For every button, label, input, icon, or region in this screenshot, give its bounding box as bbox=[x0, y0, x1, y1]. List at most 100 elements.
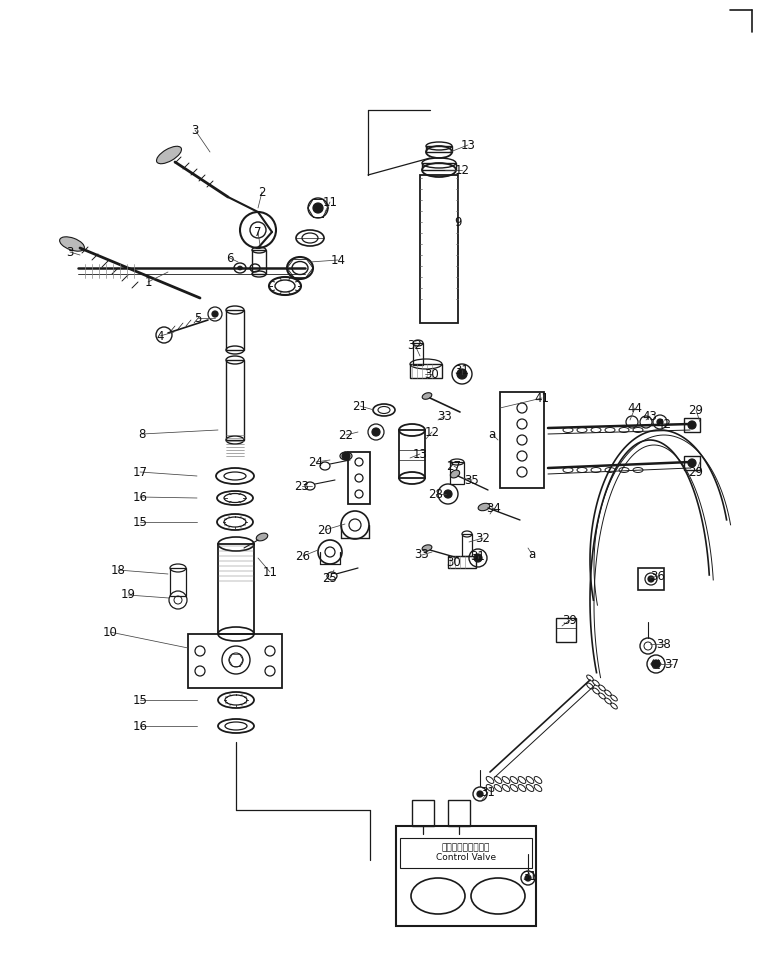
Circle shape bbox=[342, 452, 350, 460]
Bar bbox=[422, 163, 456, 170]
Text: 11: 11 bbox=[322, 195, 338, 209]
Bar bbox=[218, 544, 254, 634]
Ellipse shape bbox=[478, 503, 490, 511]
Circle shape bbox=[313, 203, 323, 213]
Bar bbox=[188, 634, 282, 688]
Circle shape bbox=[372, 428, 380, 436]
Text: 39: 39 bbox=[562, 614, 578, 626]
Text: 30: 30 bbox=[424, 367, 440, 381]
Text: 37: 37 bbox=[664, 657, 680, 671]
Text: 31: 31 bbox=[523, 869, 537, 883]
Text: 38: 38 bbox=[657, 638, 671, 651]
Text: 13: 13 bbox=[460, 139, 475, 151]
Text: 33: 33 bbox=[437, 410, 453, 422]
Bar bbox=[556, 618, 576, 642]
Text: a: a bbox=[528, 548, 536, 560]
Bar bbox=[420, 175, 458, 323]
Bar bbox=[448, 556, 476, 568]
Text: コントロールバルブ: コントロールバルブ bbox=[442, 844, 490, 853]
Bar bbox=[638, 568, 664, 590]
Text: 31: 31 bbox=[471, 550, 485, 562]
Bar bbox=[462, 534, 472, 556]
Text: 3: 3 bbox=[191, 123, 199, 137]
Text: 9: 9 bbox=[454, 216, 462, 228]
Text: 12: 12 bbox=[454, 163, 469, 177]
Text: 32: 32 bbox=[475, 531, 491, 545]
Text: 13: 13 bbox=[412, 448, 427, 460]
Circle shape bbox=[457, 369, 467, 379]
Text: 31: 31 bbox=[455, 363, 469, 377]
Text: 6: 6 bbox=[226, 251, 234, 264]
Bar bbox=[426, 146, 452, 152]
Text: 16: 16 bbox=[133, 490, 148, 504]
Text: 16: 16 bbox=[133, 720, 148, 732]
Text: 23: 23 bbox=[295, 480, 309, 492]
Bar bbox=[684, 456, 700, 470]
Bar bbox=[500, 392, 544, 488]
Circle shape bbox=[212, 311, 218, 317]
Text: 12: 12 bbox=[424, 425, 440, 439]
Text: 25: 25 bbox=[322, 572, 338, 585]
Circle shape bbox=[474, 554, 482, 562]
Text: 32: 32 bbox=[408, 339, 422, 352]
Text: 41: 41 bbox=[534, 391, 549, 405]
Bar bbox=[684, 418, 700, 432]
Text: 1: 1 bbox=[144, 276, 152, 288]
Circle shape bbox=[657, 419, 663, 425]
Bar bbox=[450, 462, 464, 484]
Bar bbox=[396, 826, 536, 926]
Text: 3: 3 bbox=[66, 246, 74, 258]
Text: 17: 17 bbox=[133, 465, 148, 479]
Bar bbox=[226, 310, 244, 350]
Ellipse shape bbox=[156, 147, 181, 164]
Text: 44: 44 bbox=[627, 401, 642, 415]
Bar bbox=[399, 430, 425, 478]
Text: 24: 24 bbox=[309, 455, 324, 468]
Circle shape bbox=[477, 791, 483, 797]
Bar bbox=[400, 838, 532, 868]
Circle shape bbox=[688, 421, 696, 429]
Text: 7: 7 bbox=[255, 225, 262, 239]
Ellipse shape bbox=[422, 392, 432, 399]
Text: 20: 20 bbox=[318, 523, 332, 537]
Ellipse shape bbox=[238, 266, 242, 270]
Text: 28: 28 bbox=[428, 487, 443, 500]
Text: 42: 42 bbox=[657, 418, 671, 430]
Text: 8: 8 bbox=[139, 427, 146, 441]
Circle shape bbox=[648, 576, 654, 582]
Text: 11: 11 bbox=[262, 565, 277, 579]
Text: 18: 18 bbox=[110, 563, 126, 577]
Ellipse shape bbox=[59, 237, 85, 251]
Text: 4: 4 bbox=[156, 329, 164, 343]
Circle shape bbox=[652, 660, 660, 668]
Ellipse shape bbox=[256, 533, 267, 541]
Text: 21: 21 bbox=[353, 399, 367, 413]
Bar bbox=[412, 800, 434, 826]
Text: 30: 30 bbox=[447, 555, 461, 568]
Text: 27: 27 bbox=[447, 459, 462, 473]
Text: 33: 33 bbox=[415, 549, 429, 561]
Text: Control Valve: Control Valve bbox=[436, 854, 496, 862]
Bar bbox=[226, 360, 244, 440]
Ellipse shape bbox=[450, 470, 459, 478]
Ellipse shape bbox=[422, 545, 432, 552]
Text: 2: 2 bbox=[258, 185, 266, 198]
Bar bbox=[413, 343, 423, 365]
Text: 43: 43 bbox=[642, 410, 658, 422]
Text: 29: 29 bbox=[689, 465, 703, 479]
Circle shape bbox=[688, 459, 696, 467]
Text: 5: 5 bbox=[194, 312, 202, 324]
Circle shape bbox=[444, 490, 452, 498]
Bar bbox=[410, 364, 442, 378]
Circle shape bbox=[525, 875, 531, 881]
Text: 22: 22 bbox=[338, 428, 354, 442]
Text: 31: 31 bbox=[481, 786, 495, 798]
Text: a: a bbox=[488, 427, 495, 441]
Text: 19: 19 bbox=[120, 588, 136, 601]
Text: 26: 26 bbox=[296, 550, 310, 562]
Text: 36: 36 bbox=[651, 570, 665, 583]
Text: 35: 35 bbox=[465, 474, 479, 486]
Text: 34: 34 bbox=[487, 501, 501, 515]
Bar bbox=[448, 800, 470, 826]
Bar bbox=[348, 452, 370, 504]
